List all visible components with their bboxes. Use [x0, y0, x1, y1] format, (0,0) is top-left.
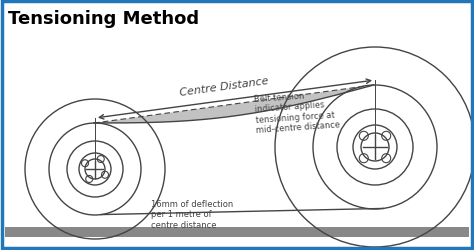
Text: Tensioning Method: Tensioning Method [8, 10, 199, 28]
Polygon shape [94, 86, 374, 124]
Text: Centre Distance: Centre Distance [179, 76, 269, 98]
Bar [5, 227, 469, 237]
Text: 16mm of deflection
per 1 metre of
centre distance: 16mm of deflection per 1 metre of centre… [151, 199, 233, 229]
Text: Belt tension
indicator applies
tensioning force at
mid-centre distance: Belt tension indicator applies tensionin… [254, 89, 341, 134]
